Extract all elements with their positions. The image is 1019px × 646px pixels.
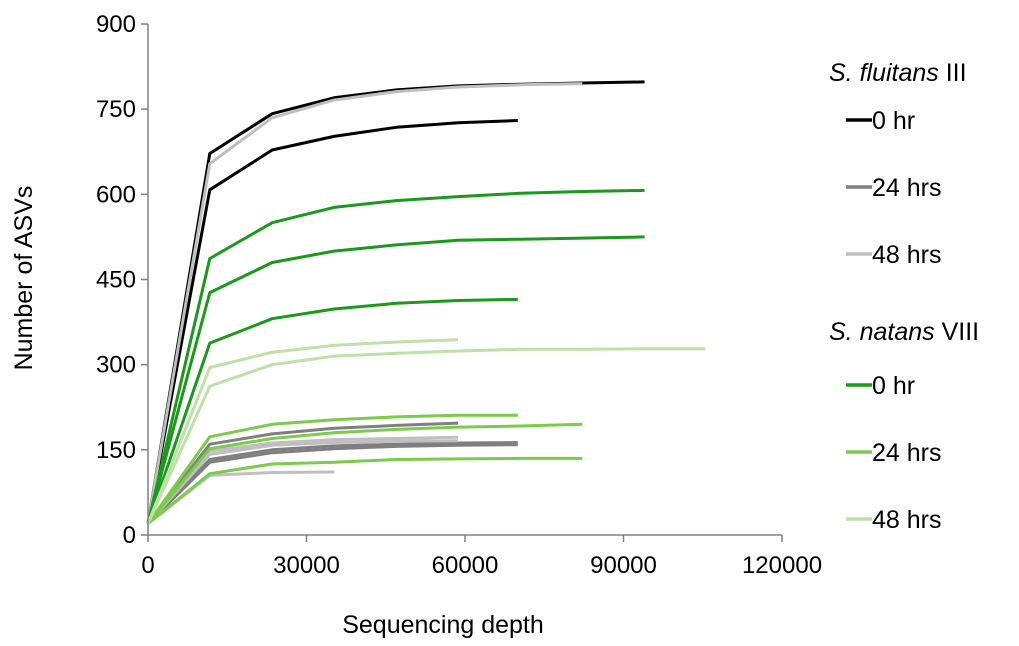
- series-line-4: [146, 443, 518, 525]
- series-line-11: [146, 297, 518, 525]
- y-tick-label: 0: [123, 522, 136, 549]
- series-line-14: [147, 456, 583, 525]
- legend-label: 0 hr: [872, 107, 915, 135]
- legend-label: 0 hr: [872, 372, 915, 400]
- y-tick-label: 450: [96, 267, 136, 294]
- series-line-16: [146, 347, 706, 525]
- x-tick-label: 90000: [590, 552, 657, 579]
- legend-group-strain: VIII: [942, 318, 980, 346]
- legend-group-strain: III: [946, 59, 967, 87]
- legend-group-title: S. natans VIII: [829, 318, 979, 346]
- series-line-3: [146, 441, 518, 525]
- series-line-12: [146, 413, 518, 525]
- y-axis-title: Number of ASVs: [10, 186, 38, 371]
- series-line-9: [146, 188, 645, 524]
- legend-label: 24 hrs: [872, 439, 941, 467]
- series-line-10: [146, 235, 645, 524]
- x-tick-label: 60000: [432, 552, 499, 579]
- y-tick-label: 900: [96, 11, 136, 38]
- y-tick-label: 750: [96, 96, 136, 123]
- series-line-5: [146, 82, 583, 524]
- legend-group-genus: S. fluitans: [829, 59, 939, 87]
- axes: 0 150 300 450 600 750 900 0 30000 60000 90000 1200…: [96, 11, 822, 579]
- x-tick-label: 0: [141, 552, 154, 579]
- y-tick-label: 300: [96, 352, 136, 379]
- legend-group-genus: S. natans: [829, 318, 935, 346]
- y-tick-label: 600: [96, 181, 136, 208]
- x-axis-title: Sequencing depth: [342, 611, 544, 639]
- plot-lines: [146, 80, 706, 525]
- series-line-1: [146, 119, 518, 524]
- x-tick-label: 30000: [273, 552, 340, 579]
- x-ticks: 0 30000 60000 90000 120000: [141, 535, 822, 579]
- y-tick-label: 150: [96, 437, 136, 464]
- series-line-2: [146, 421, 459, 525]
- legend-label: 24 hrs: [872, 174, 941, 202]
- legend-label: 48 hrs: [872, 241, 941, 269]
- legend-group-title: S. fluitans III: [829, 59, 967, 87]
- series-line-13: [146, 422, 583, 525]
- y-ticks: 0 150 300 450 600 750 900: [96, 11, 148, 549]
- series-line-7: [146, 439, 459, 525]
- legend-label: 48 hrs: [872, 506, 941, 534]
- x-tick-label: 120000: [742, 552, 822, 579]
- legend: S. fluitans III 0 hr 24 hrs 48 hrs S. natans…: [829, 59, 979, 534]
- series-line-15: [146, 338, 459, 525]
